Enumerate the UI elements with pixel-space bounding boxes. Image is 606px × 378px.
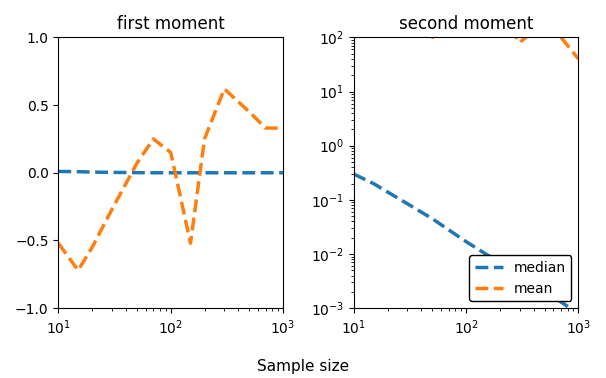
Title: first moment: first moment — [117, 15, 225, 33]
mean — [428, 35, 436, 40]
median — [370, 181, 377, 186]
median — [462, 239, 470, 244]
mean — [541, 19, 548, 23]
median — [541, 290, 548, 294]
mean — [574, 57, 582, 61]
mean — [496, 9, 504, 14]
median — [384, 190, 391, 194]
median — [350, 172, 358, 176]
Title: second moment: second moment — [399, 15, 533, 33]
mean — [558, 35, 565, 40]
median — [558, 300, 565, 304]
median — [445, 228, 452, 232]
mean — [370, 9, 377, 14]
mean — [445, 26, 452, 30]
mean — [516, 40, 524, 45]
mean — [350, 0, 358, 2]
median — [496, 260, 504, 265]
median — [482, 252, 490, 256]
mean — [462, 2, 470, 7]
Legend: median, mean: median, mean — [469, 255, 571, 301]
mean — [482, 19, 490, 23]
median — [428, 216, 436, 221]
Text: Sample size: Sample size — [257, 359, 349, 374]
mean — [404, 19, 411, 23]
median — [404, 201, 411, 206]
Line: median: median — [354, 174, 578, 313]
median — [574, 311, 582, 316]
Line: mean: mean — [354, 0, 578, 59]
median — [516, 273, 524, 278]
